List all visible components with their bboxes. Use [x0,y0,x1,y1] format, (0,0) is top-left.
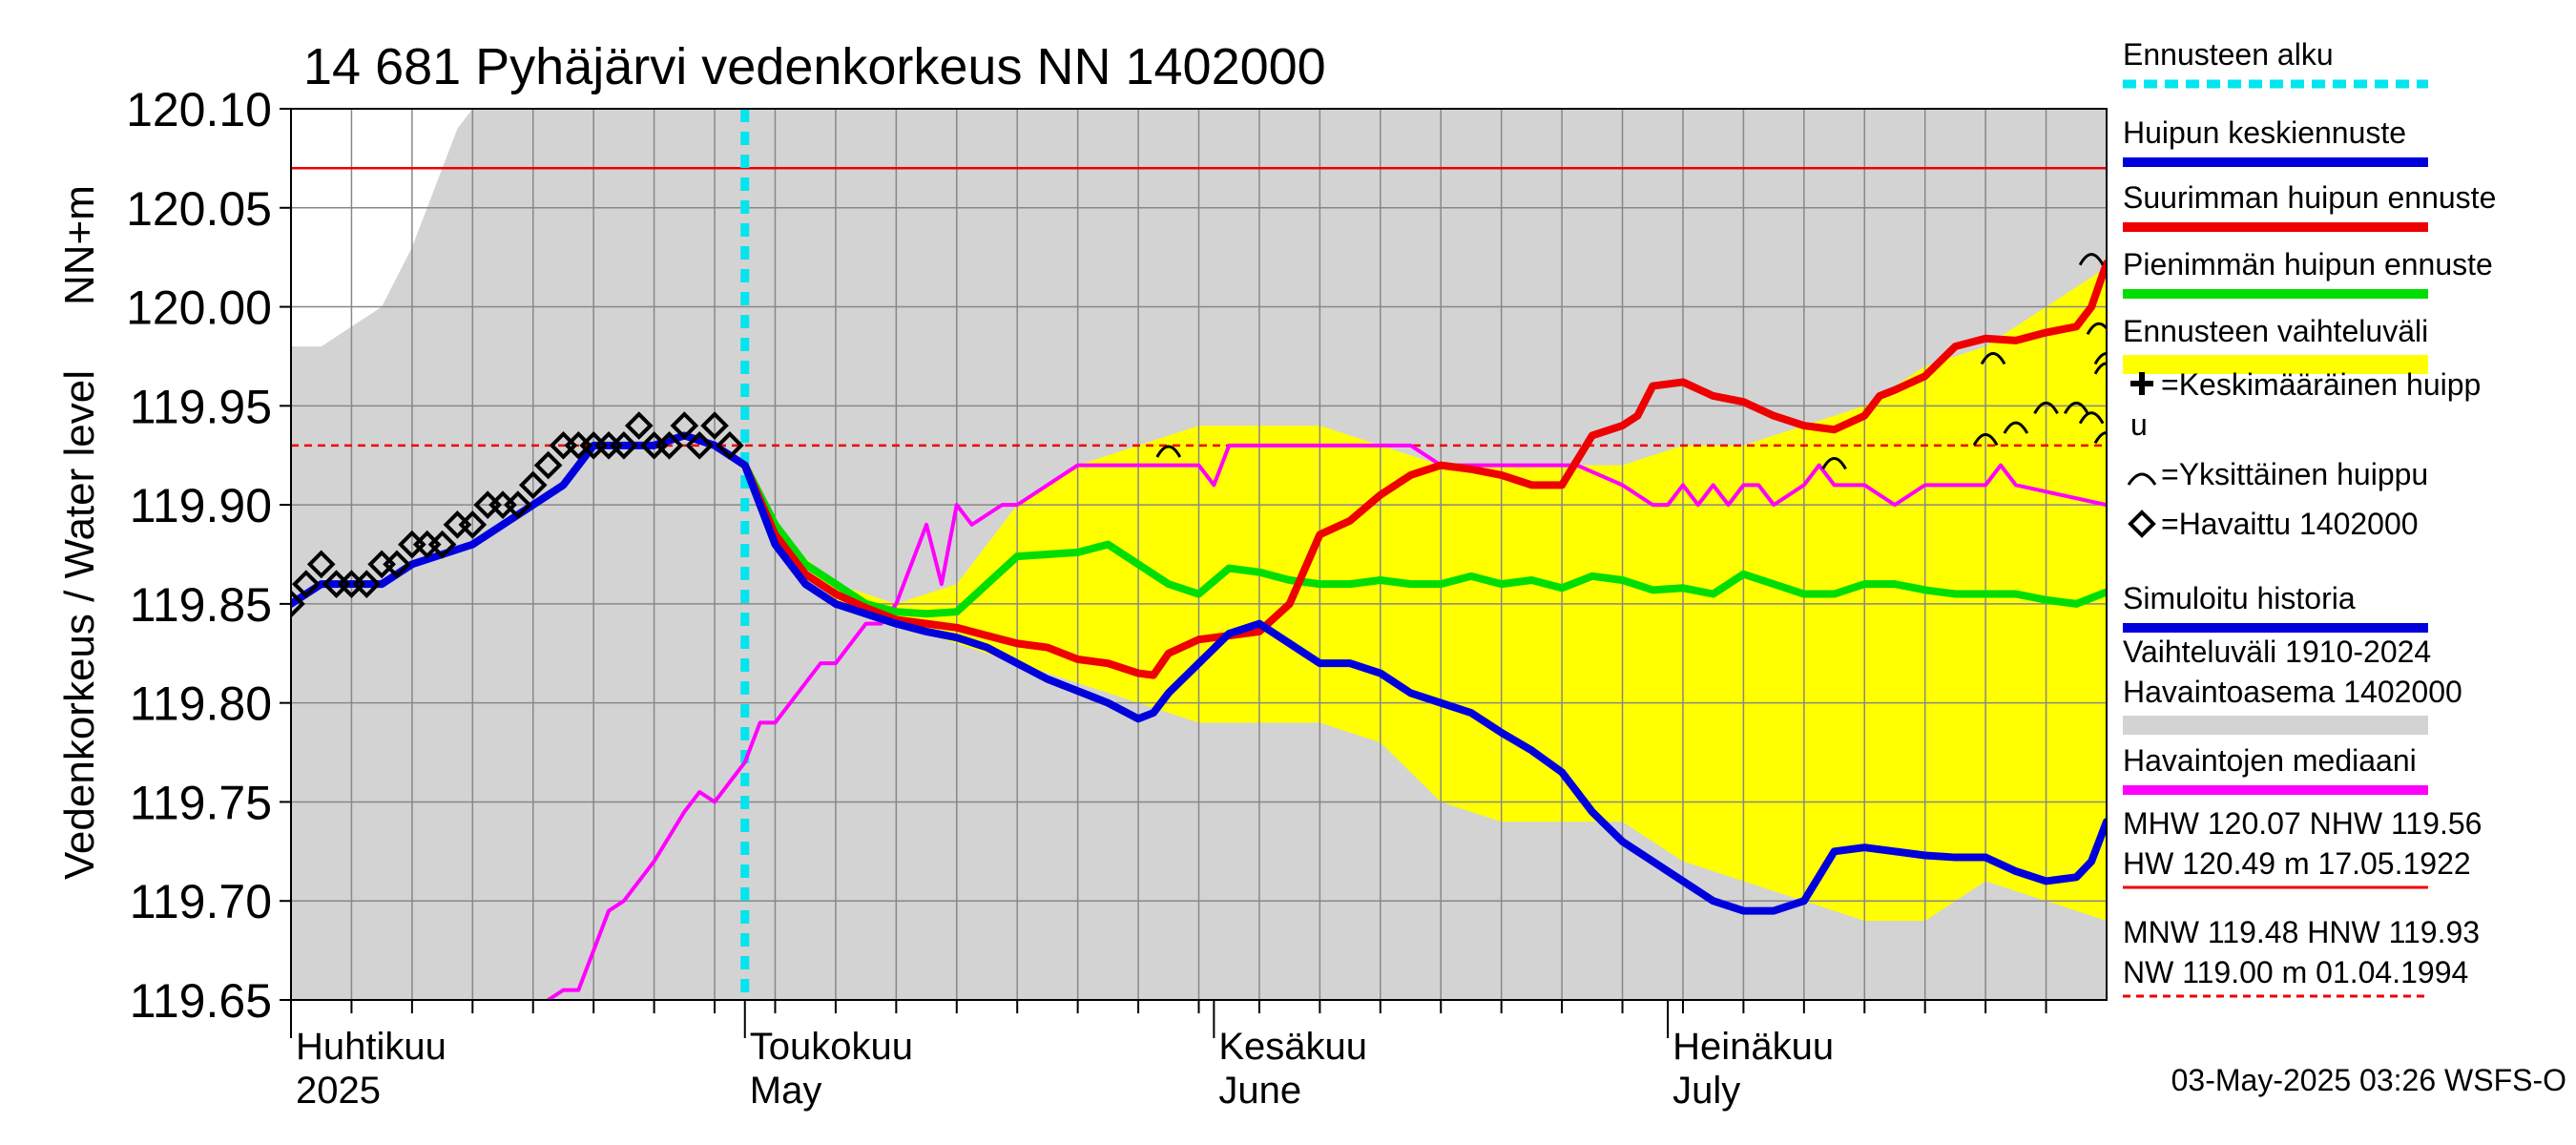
legend-item: Ennusteen alku [2123,37,2428,89]
peak-marker [2093,351,2107,365]
median-line [546,443,2107,1000]
peak-marker [2086,322,2107,336]
x-month-sublabel: May [750,1070,822,1112]
observed-point [533,450,563,480]
observed-point [716,431,744,460]
legend-item: MNW 119.48 HNW 119.93 NW 119.00 m 01.04.1… [2123,915,2480,998]
y-tick-label: 120.10 [126,83,272,136]
peak-marker [2093,431,2107,445]
x-month-sublabel: 2025 [296,1070,381,1112]
footer-timestamp: 03-May-2025 03:26 WSFS-O [2171,1063,2566,1097]
legend-item: =Keskimääräinen huipp u [2130,367,2481,442]
observed-point [352,570,382,598]
observed-point [624,411,654,440]
y-axis-label: Vedenkorkeus / Water level [56,370,103,880]
legend-swatch [2128,510,2156,538]
legend-item: Havaintojen mediaani [2123,743,2428,795]
min-peak-forecast-line [740,461,2107,618]
peak-marker [1972,433,1999,447]
observed-point [427,530,457,559]
legend-label: MNW 119.48 HNW 119.93 [2123,915,2480,949]
legend: Ennusteen alku Huipun keskiennuste Suurimm… [2123,37,2496,998]
observed-point [504,490,532,519]
plot-area [291,109,2107,1000]
observed-point [610,431,638,460]
peak-marker [2033,401,2059,415]
peak-marker [2063,401,2089,415]
y-tick-label: 119.80 [130,677,272,731]
legend-label-2: NW 119.00 m 01.04.1994 [2123,955,2468,989]
x-month-label: Heinäkuu [1672,1026,1834,1068]
chart-title: 14 681 Pyhäjärvi vedenkorkeus NN 1402000 [303,38,1326,95]
legend-swatch [2123,355,2428,374]
legend-label: =Yksittäinen huippu [2161,457,2428,491]
legend-swatch [2127,472,2157,486]
x-month-sublabel: July [1672,1070,1740,1112]
observed-point [654,431,684,460]
axis-layer: 120.10 120.05 120.00 119.95 119.90 119.85 119.… [126,83,2108,1112]
legend-label: Vaihteluväli 1910-2024 [2123,635,2431,669]
plot-layer [291,109,2107,1000]
peak-marker [2093,362,2107,375]
x-month-label: Huhtikuu [296,1026,447,1068]
legend-label: Havaintojen mediaani [2123,743,2417,778]
y-tick-label: 119.90 [130,479,272,532]
mean-peak-forecast-line [740,461,2107,915]
y-tick-label: 120.05 [126,182,272,236]
legend-label-2: HW 120.49 m 17.05.1922 [2123,846,2471,881]
x-month-sublabel: June [1218,1070,1301,1112]
observed-point [670,411,699,440]
legend-item: Ennusteen vaihteluväli [2123,314,2428,374]
observed-point [458,510,488,539]
observed-point [291,590,305,618]
y-tick-label: 120.00 [126,281,272,335]
peak-marker [1821,456,1847,470]
legend-label: Huipun keskiennuste [2123,115,2406,150]
peak-marker [2078,411,2105,425]
legend-label: Simuloitu historia [2123,581,2356,615]
observed-point [700,411,729,440]
y-axis-unit: NN+m [56,185,103,305]
legend-label: MHW 120.07 NHW 119.56 [2123,806,2482,841]
legend-label-2: u [2130,407,2148,442]
legend-label: =Keskimääräinen huipp [2161,367,2481,402]
forecast-range-band [744,267,2107,921]
legend-item: Vaihteluväli 1910-2024 Havaintoasema 140… [2123,635,2462,735]
legend-item: =Havaittu 1402000 [2128,507,2419,541]
observed-point [292,570,321,598]
observed-point [383,550,411,579]
y-tick-label: 119.65 [130,974,272,1028]
legend-item: MHW 120.07 NHW 119.56 HW 120.49 m 17.05.1… [2123,806,2482,889]
legend-item: Huipun keskiennuste [2123,115,2428,167]
peak-marker [2003,421,2029,434]
y-tick-label: 119.70 [130,875,272,928]
peak-marker [1155,445,1182,458]
observed-point [685,431,715,460]
x-month-label: Kesäkuu [1218,1026,1367,1068]
legend-item: Suurimman huipun ennuste [2123,180,2496,232]
peak-marker [1980,351,2006,365]
legend-item: =Yksittäinen huippu [2127,457,2428,491]
legend-item: Pienimmän huipun ennuste [2123,247,2493,299]
legend-label: Pienimmän huipun ennuste [2123,247,2493,281]
observed-point [306,550,336,579]
legend-label: Suurimman huipun ennuste [2123,180,2496,215]
y-tick-label: 119.95 [130,380,272,433]
peak-marker [2078,253,2105,266]
y-tick-label: 119.75 [130,776,272,829]
legend-item: Simuloitu historia [2123,581,2428,633]
max-peak-forecast-line [740,259,2107,679]
legend-label-2: Havaintoasema 1402000 [2123,675,2462,709]
legend-label: Ennusteen vaihteluväli [2123,314,2428,348]
legend-swatch [2130,372,2153,395]
legend-label: Ennusteen alku [2123,37,2334,72]
x-month-label: Toukokuu [750,1026,913,1068]
legend-swatch [2123,716,2428,735]
observed-point [518,470,548,500]
y-tick-label: 119.85 [130,578,272,632]
legend-label: =Havaittu 1402000 [2161,507,2419,541]
